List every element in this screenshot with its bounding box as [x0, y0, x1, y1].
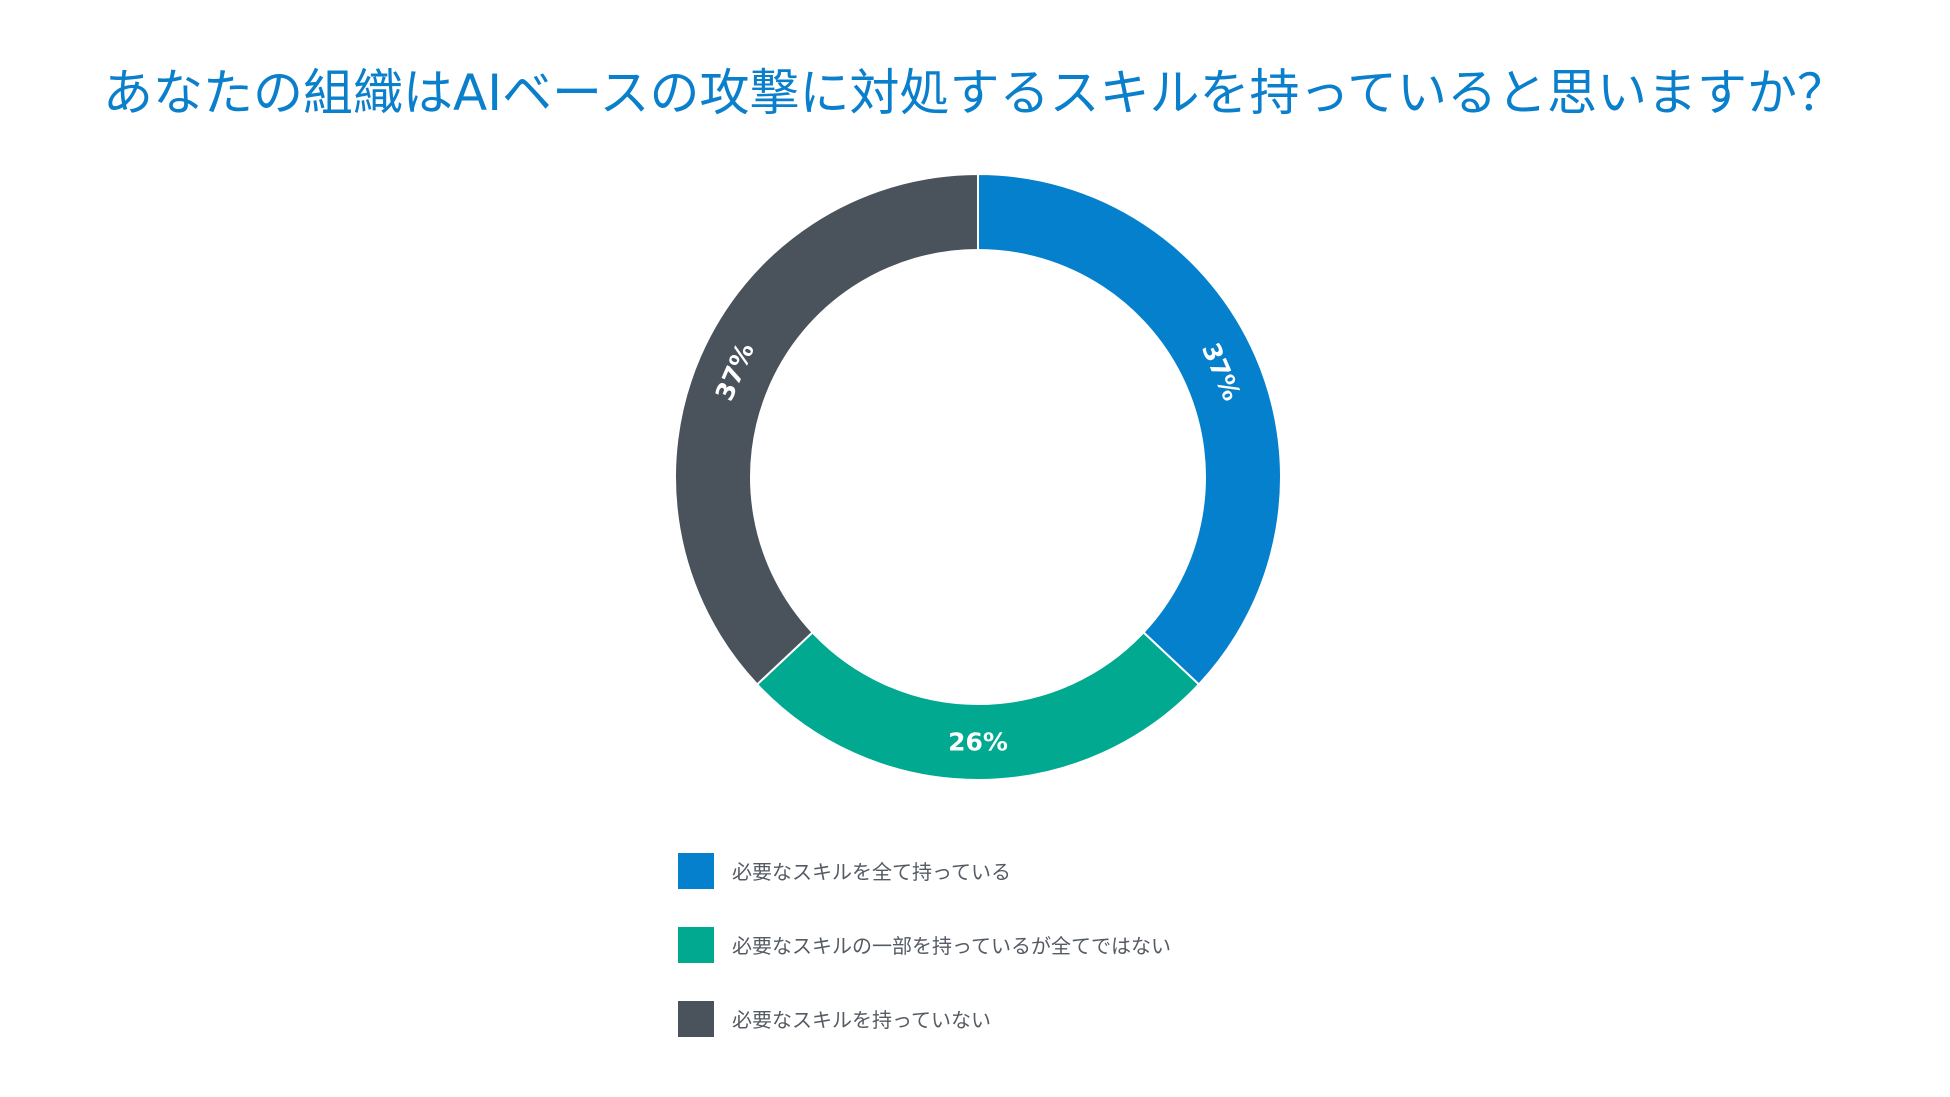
legend-item: 必要なスキルを全て持っている — [678, 852, 1171, 889]
legend-swatch — [678, 1000, 714, 1037]
donut-slice — [977, 172, 1282, 686]
legend-label: 必要なスキルを持っていない — [732, 1008, 991, 1032]
donut-slice — [674, 172, 979, 686]
chart-title: あなたの組織はAIベースの攻撃に対処するスキルを持っていると思いますか？ — [103, 64, 1847, 122]
legend-item: 必要なスキルの一部を持っているが全てではない — [678, 926, 1171, 963]
slice-value-label: 26% — [948, 728, 1008, 757]
donut-slice — [755, 630, 1201, 781]
donut-chart: 37%26%37% — [674, 172, 1282, 781]
legend-swatch — [678, 926, 714, 963]
legend-label: 必要なスキルを全て持っている — [732, 860, 1011, 884]
legend-swatch — [678, 852, 714, 889]
legend-label: 必要なスキルの一部を持っているが全てではない — [732, 934, 1171, 958]
legend: 必要なスキルを全て持っている 必要なスキルの一部を持っているが全てではない 必要… — [678, 852, 1171, 1074]
legend-item: 必要なスキルを持っていない — [678, 1000, 1171, 1037]
